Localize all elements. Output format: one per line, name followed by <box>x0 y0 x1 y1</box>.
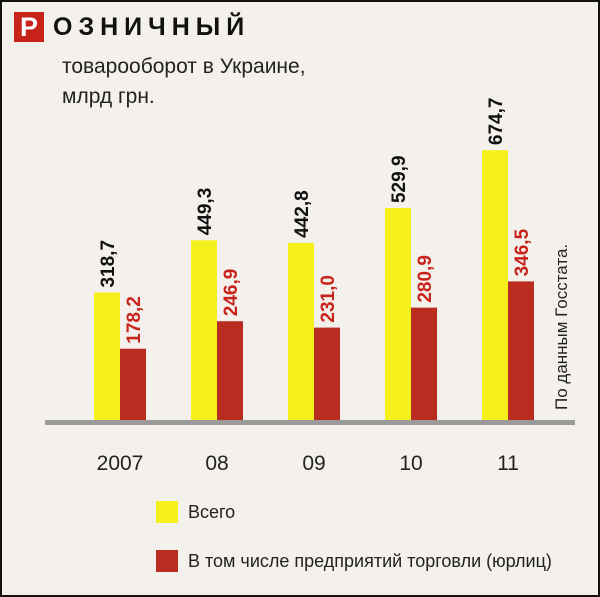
bar-total-08 <box>191 240 217 420</box>
legend: Всего В том числе предприятий торговли (… <box>156 497 552 595</box>
chart-title: Р ОЗНИЧНЫЙ <box>14 12 250 42</box>
data-label-retail-10: 280,9 <box>415 255 436 303</box>
legend-item-retail: В том числе предприятий торговли (юрлиц) <box>156 546 552 576</box>
bar-total-2007 <box>94 292 120 420</box>
chart-subtitle: товарооборот в Украине, млрд грн. <box>62 52 362 112</box>
data-label-total-2007: 318,7 <box>98 240 119 288</box>
subtitle-line-1: товарооборот в Украине, <box>62 55 306 78</box>
data-label-total-11: 674,7 <box>486 98 507 146</box>
data-label-retail-11: 346,5 <box>512 228 533 276</box>
x-tick-label-11: 11 <box>497 452 519 475</box>
legend-swatch-retail <box>156 550 178 572</box>
x-tick-label-10: 10 <box>399 452 422 475</box>
title-initial-badge: Р <box>14 12 44 42</box>
bar-retail-2007 <box>120 348 146 420</box>
x-tick-label-08: 08 <box>205 452 228 475</box>
x-tick-label-2007: 2007 <box>97 452 144 475</box>
legend-label-total: Всего <box>188 501 236 522</box>
legend-label-retail: В том числе предприятий торговли (юрлиц) <box>188 550 552 571</box>
x-axis-baseline <box>45 420 575 425</box>
title-text: ОЗНИЧНЫЙ <box>53 12 251 41</box>
x-tick-label-09: 09 <box>302 452 325 475</box>
data-label-retail-2007: 178,2 <box>124 296 145 344</box>
bar-total-11 <box>482 150 508 420</box>
legend-swatch-total <box>156 501 178 523</box>
bar-retail-09 <box>314 327 340 420</box>
data-label-total-08: 449,3 <box>195 188 216 236</box>
bar-retail-11 <box>508 281 534 420</box>
subtitle-line-2: млрд грн. <box>62 85 155 108</box>
bar-retail-08 <box>217 321 243 420</box>
bar-total-09 <box>288 242 314 420</box>
data-label-total-09: 442,8 <box>292 190 313 238</box>
bar-total-10 <box>385 208 411 420</box>
data-label-retail-08: 246,9 <box>221 269 242 317</box>
data-label-total-10: 529,9 <box>389 155 410 203</box>
bar-retail-10 <box>411 307 437 420</box>
source-note: По данным Госстата. <box>552 244 571 410</box>
data-label-retail-09: 231,0 <box>318 275 339 323</box>
legend-item-total: Всего <box>156 497 552 527</box>
